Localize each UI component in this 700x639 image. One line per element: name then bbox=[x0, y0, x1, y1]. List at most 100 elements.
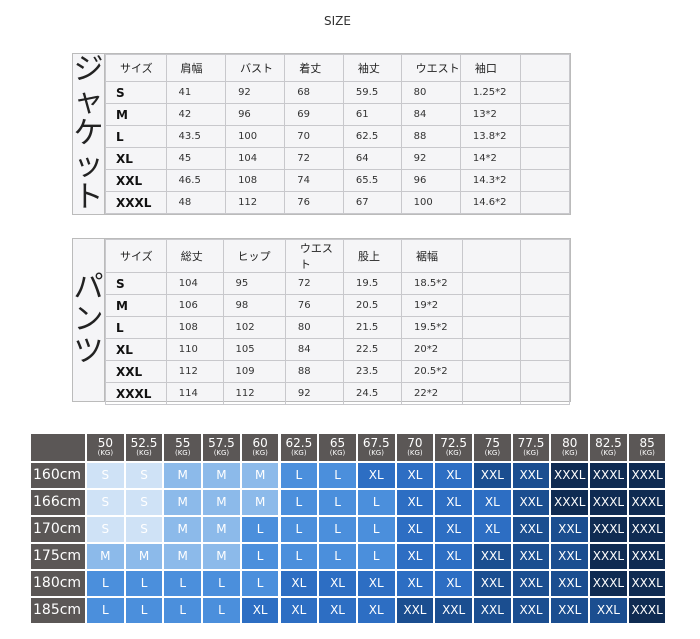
size-cell: L bbox=[318, 516, 357, 543]
weight-unit: (KG) bbox=[523, 449, 539, 457]
label-char: ャ bbox=[73, 84, 104, 119]
table-cell: 22.5 bbox=[343, 338, 403, 361]
weight-unit: (KG) bbox=[445, 449, 462, 457]
size-cell: S bbox=[105, 272, 167, 295]
table-cell: 80 bbox=[400, 81, 461, 104]
weight-unit: (KG) bbox=[639, 449, 655, 457]
size-cell: XXL bbox=[589, 597, 628, 624]
size-cell: L bbox=[240, 570, 280, 597]
size-cell: L bbox=[318, 489, 357, 516]
table-cell: 43.5 bbox=[165, 125, 227, 148]
size-cell: M bbox=[163, 543, 203, 570]
table-cell: 45 bbox=[165, 147, 227, 170]
column-header bbox=[520, 54, 570, 82]
corner-cell bbox=[30, 433, 86, 462]
column-header: 裾幅 bbox=[401, 239, 463, 273]
size-cell: XXL bbox=[511, 543, 551, 570]
weight-value: 72.5 bbox=[440, 436, 467, 450]
column-header: ヒップ bbox=[222, 239, 286, 273]
size-cell: XXXL bbox=[589, 462, 628, 489]
label-char: ッ bbox=[73, 148, 104, 183]
label-char: ツ bbox=[73, 334, 104, 369]
table-cell: 108 bbox=[225, 169, 286, 192]
weight-header: 50 (KG) bbox=[86, 433, 125, 462]
weight-unit: (KG) bbox=[213, 449, 230, 457]
size-cell: XXL bbox=[550, 543, 590, 570]
table-cell: 42 bbox=[165, 103, 227, 126]
size-cell: XL bbox=[434, 462, 473, 489]
table-cell: 72 bbox=[284, 147, 344, 170]
table-cell bbox=[520, 169, 570, 192]
table-cell: 84 bbox=[400, 103, 461, 126]
size-cell: XL bbox=[279, 597, 319, 624]
size-cell: L bbox=[279, 489, 319, 516]
weight-unit: (KG) bbox=[174, 449, 191, 457]
table-cell: 62.5 bbox=[342, 125, 402, 148]
height-label: 175cm bbox=[30, 543, 86, 570]
size-cell: S bbox=[86, 489, 125, 516]
column-header: サイズ bbox=[105, 239, 167, 273]
size-cell: L bbox=[202, 570, 241, 597]
table-cell: 96 bbox=[225, 103, 286, 126]
size-cell: M bbox=[124, 543, 164, 570]
table-cell: 61 bbox=[342, 103, 402, 126]
size-cell: M bbox=[86, 543, 125, 570]
table-cell: 74 bbox=[284, 169, 344, 192]
table-cell: 41 bbox=[165, 81, 227, 104]
weight-header: 77.5 (KG) bbox=[511, 433, 551, 462]
size-cell: L bbox=[105, 316, 167, 339]
size-cell: XXL bbox=[473, 570, 512, 597]
table-row: S 41 92 68 59.5 80 1.25*2 bbox=[105, 81, 570, 104]
size-cell: XL bbox=[434, 489, 473, 516]
weight-unit: (KG) bbox=[407, 449, 423, 457]
page-title: SIZE bbox=[324, 14, 351, 28]
size-cell: L bbox=[318, 543, 357, 570]
table-cell: 88 bbox=[400, 125, 461, 148]
weight-header: 80 (KG) bbox=[550, 433, 590, 462]
size-cell: XXXL bbox=[550, 462, 590, 489]
size-cell: XXXL bbox=[589, 516, 628, 543]
table-row: L 108 102 80 21.5 19.5*2 bbox=[105, 316, 571, 339]
size-cell: XL bbox=[395, 570, 435, 597]
table-cell: 23.5 bbox=[343, 360, 403, 383]
size-cell: XXL bbox=[511, 516, 551, 543]
weight-value: 67.5 bbox=[362, 436, 390, 450]
size-cell: XL bbox=[395, 543, 435, 570]
table-cell: 22*2 bbox=[401, 382, 463, 405]
table-cell: 100 bbox=[400, 191, 461, 214]
column-header: 総丈 bbox=[165, 239, 224, 273]
header-row: サイズ 肩幅 バスト 着丈 袖丈 ウエスト 袖口 bbox=[105, 54, 570, 82]
table-cell bbox=[461, 360, 521, 383]
size-cell: M bbox=[105, 103, 167, 126]
table-cell: 76 bbox=[284, 294, 345, 317]
size-cell: S bbox=[124, 462, 164, 489]
weight-value: 50 bbox=[97, 436, 113, 450]
jacket-size-table: ジャケット サイズ 肩幅 バスト 着丈 袖丈 ウエスト 袖口 S 41 92 68 59.5 80 1.2… bbox=[72, 53, 571, 215]
size-cell: L bbox=[279, 543, 319, 570]
table-cell: 110 bbox=[165, 338, 224, 361]
size-cell: M bbox=[240, 489, 280, 516]
table-cell: 80 bbox=[284, 316, 345, 339]
column-header: バスト bbox=[225, 54, 286, 82]
size-cell: XL bbox=[356, 462, 396, 489]
weight-value: 60 bbox=[252, 436, 268, 450]
table-cell: 88 bbox=[284, 360, 345, 383]
size-cell: XL bbox=[318, 570, 357, 597]
table-cell: 105 bbox=[222, 338, 286, 361]
size-cell: XXL bbox=[511, 489, 551, 516]
table-cell: 19.5 bbox=[343, 272, 403, 295]
table-cell: 20.5*2 bbox=[401, 360, 463, 383]
table-cell: 18.5*2 bbox=[401, 272, 463, 295]
height-label: 166cm bbox=[30, 489, 86, 516]
weight-header: 60 (KG) bbox=[240, 433, 280, 462]
size-cell: XXXL bbox=[627, 516, 667, 543]
weight-header: 85 (KG) bbox=[627, 433, 667, 462]
size-cell: XXL bbox=[473, 462, 512, 489]
table-cell: 20*2 bbox=[401, 338, 463, 361]
column-header: サイズ bbox=[105, 54, 167, 82]
size-cell: L bbox=[279, 462, 319, 489]
table-cell bbox=[519, 316, 571, 339]
table-cell: 100 bbox=[225, 125, 286, 148]
size-cell: L bbox=[240, 516, 280, 543]
size-cell: XXL bbox=[473, 543, 512, 570]
